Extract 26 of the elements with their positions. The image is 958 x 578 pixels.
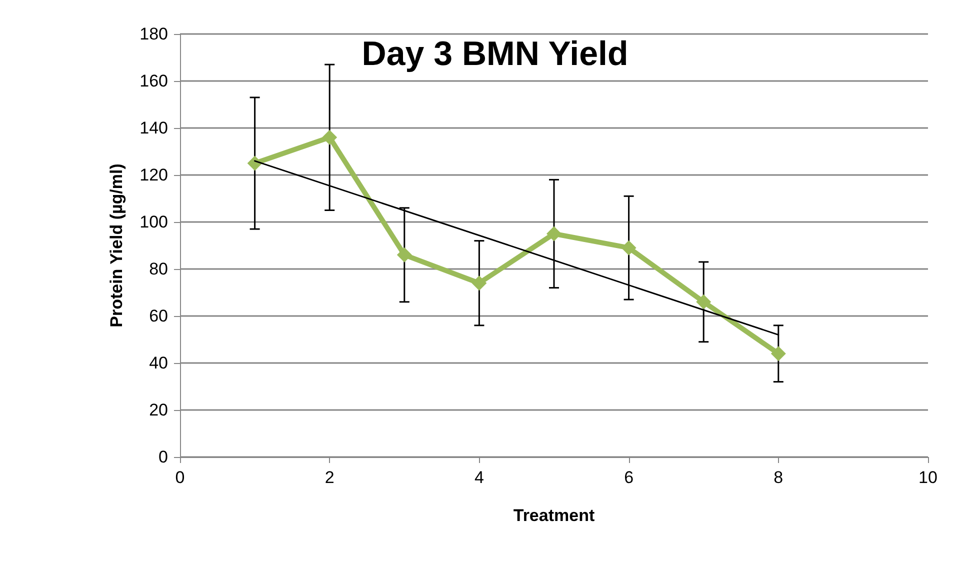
point: [546, 226, 562, 242]
x-tick-label: 8: [774, 468, 784, 487]
point: [322, 130, 338, 145]
y-tick-label: 0: [158, 448, 168, 466]
chart-title: Day 3 BMN Yield: [362, 35, 628, 73]
point: [770, 346, 786, 362]
y-tick-label: 60: [149, 306, 168, 326]
point: [621, 240, 636, 256]
y-tick-label: 40: [149, 354, 168, 372]
x-tick-label: 6: [624, 468, 634, 487]
y-tick-label: 20: [149, 400, 168, 420]
x-tick-label: 2: [324, 468, 334, 487]
y-tick-label: 120: [140, 166, 168, 184]
y-tick-label: 180: [140, 24, 168, 44]
y-tick-label: 100: [140, 212, 168, 232]
x-axis-title: Treatment: [513, 506, 595, 525]
x-tick-label: 0: [175, 468, 185, 487]
y-tick-label: 140: [140, 118, 168, 138]
y-tick-label: 160: [140, 72, 168, 90]
x-tick-label: 4: [474, 468, 484, 487]
point: [396, 247, 412, 262]
point: [472, 276, 487, 291]
y-axis-title: Protein Yield (µg/ml): [107, 164, 126, 328]
x-tick-label: 10: [918, 468, 938, 487]
point: [696, 294, 712, 310]
y-tick-label: 80: [149, 260, 168, 278]
